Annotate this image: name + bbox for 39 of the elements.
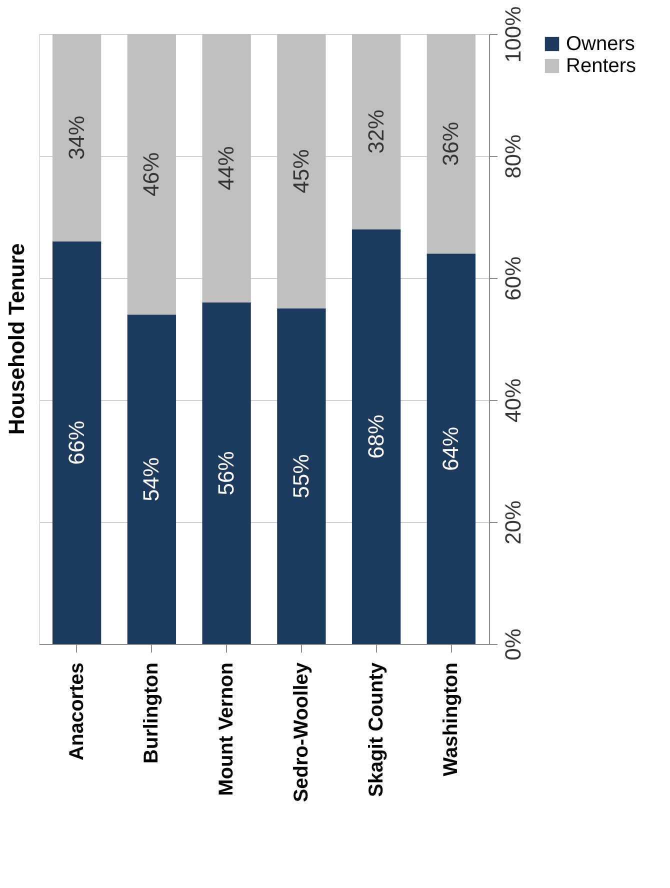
x-tick-label: Anacortes xyxy=(66,662,88,760)
bar xyxy=(202,34,251,302)
x-tick-label: Washington xyxy=(440,662,462,776)
legend-label: Owners xyxy=(566,33,635,55)
bar xyxy=(352,229,401,644)
data-label: 64% xyxy=(438,426,464,471)
data-label: 54% xyxy=(138,457,164,502)
x-tick-label: Skagit County xyxy=(365,662,388,797)
bar xyxy=(127,314,176,644)
data-label: 34% xyxy=(64,116,89,160)
data-label: 32% xyxy=(363,110,388,154)
bar xyxy=(52,241,102,644)
bar xyxy=(426,254,476,644)
bar xyxy=(277,308,326,644)
y-tick-label: 100% xyxy=(500,6,526,63)
bar xyxy=(52,34,102,242)
bar xyxy=(277,34,326,308)
x-tick-label: Burlington xyxy=(140,662,163,764)
y-tick-label: 60% xyxy=(500,256,526,301)
bar xyxy=(426,34,476,254)
data-label: 44% xyxy=(214,146,239,190)
y-tick-label: 80% xyxy=(500,134,526,179)
data-label: 56% xyxy=(214,451,239,496)
y-tick-label: 0% xyxy=(500,628,526,660)
text: Household Tenure xyxy=(4,243,29,435)
bar xyxy=(127,34,176,315)
data-label: 68% xyxy=(363,414,388,459)
data-label: 36% xyxy=(438,122,464,166)
y-tick-label: 20% xyxy=(500,500,526,545)
data-label: 66% xyxy=(64,420,89,465)
x-tick-label: Sedro-Woolley xyxy=(290,662,312,802)
y-tick-label: 40% xyxy=(500,378,526,423)
legend-label: Renters xyxy=(566,55,636,77)
data-label: 45% xyxy=(288,149,314,194)
bar xyxy=(352,34,401,230)
data-label: 46% xyxy=(138,152,164,196)
x-tick-label: Mount Vernon xyxy=(216,662,238,796)
bar xyxy=(202,302,251,644)
data-label: 55% xyxy=(288,454,314,498)
